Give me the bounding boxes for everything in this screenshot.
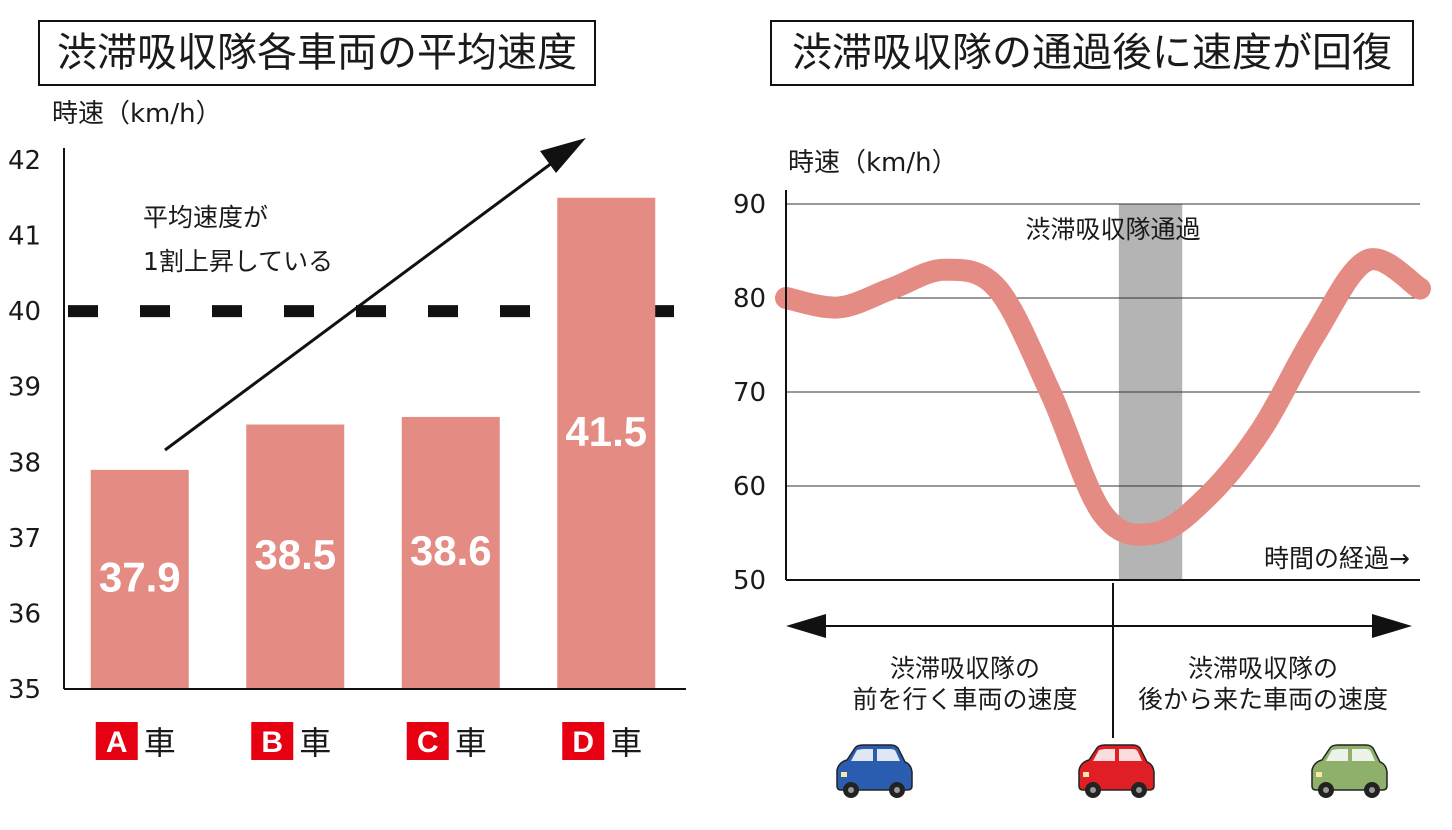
trend-arrow-shaft: [164, 155, 561, 452]
category-suffix: 車: [455, 724, 487, 762]
green-car-icon: [1311, 744, 1388, 798]
speed-curve: [775, 248, 1431, 546]
category-badge: [251, 722, 294, 760]
bar-value-label: 38.6: [410, 527, 492, 574]
category-letter: C: [417, 726, 439, 759]
left-y-tick-label: 39: [8, 373, 41, 403]
bar-value-label: 41.5: [565, 408, 647, 455]
left-y-tick-label: 42: [8, 146, 41, 176]
right-chart-title: 渋滞吸収隊の通過後に速度が回復: [770, 20, 1414, 86]
passing-band-label: 渋滞吸収隊通過: [1025, 215, 1200, 244]
region-before-line-2: 前を行く車両の速度: [852, 685, 1077, 714]
category-suffix: 車: [610, 724, 642, 762]
passing-band: [1118, 204, 1183, 580]
left-y-tick-label: 40: [8, 297, 41, 327]
left-y-tick-label: 35: [8, 675, 41, 705]
category-suffix: 車: [299, 724, 331, 762]
left-y-tick-label: 36: [8, 599, 41, 629]
blue-car-icon: [836, 744, 913, 798]
annotation-line-1: 平均速度が: [143, 203, 268, 232]
left-y-tick-label: 38: [8, 448, 41, 478]
region-after-line-1: 渋滞吸収隊の: [1188, 654, 1338, 683]
timeline-arrow-right: [1372, 614, 1412, 638]
left-chart-title: 渋滞吸収隊各車両の平均速度: [38, 20, 596, 86]
category-letter: B: [261, 726, 283, 759]
annotation-line-2: 1割上昇している: [143, 247, 333, 276]
bar-D: [557, 197, 656, 690]
right-y-tick-label: 80: [733, 284, 766, 314]
right-y-tick-label: 90: [733, 190, 766, 220]
category-badge: [562, 722, 605, 760]
right-x-axis-title: 時間の経過→: [1264, 544, 1410, 573]
category-badge: [406, 722, 449, 760]
region-before-line-1: 渋滞吸収隊の: [890, 654, 1040, 683]
bar-value-label: 38.5: [254, 531, 336, 578]
bar-C: [401, 416, 500, 689]
category-badge: [95, 722, 138, 760]
right-y-tick-label: 70: [733, 378, 766, 408]
category-letter: A: [106, 726, 128, 759]
right-y-axis-title: 時速（km/h）: [788, 148, 958, 178]
category-suffix: 車: [144, 724, 176, 762]
timeline-arrow-left: [786, 614, 826, 638]
bar-B: [246, 424, 345, 689]
bar-value-label: 37.9: [99, 553, 181, 600]
right-y-tick-label: 50: [733, 566, 766, 596]
left-y-tick-label: 41: [8, 222, 41, 252]
trend-arrow-head: [540, 138, 586, 173]
left-y-tick-label: 37: [8, 524, 41, 554]
region-after-line-2: 後から来た車両の速度: [1138, 685, 1388, 714]
red-car-icon: [1078, 744, 1155, 798]
bar-A: [90, 469, 189, 689]
left-y-axis-title: 時速（km/h）: [52, 99, 222, 129]
right-y-tick-label: 60: [733, 472, 766, 502]
bar-chart-average-speed: 時速（km/h） 35 36 37 38 39 40 41 42 37.9 38.5 38.6 41…: [8, 99, 686, 762]
category-letter: D: [572, 726, 594, 759]
